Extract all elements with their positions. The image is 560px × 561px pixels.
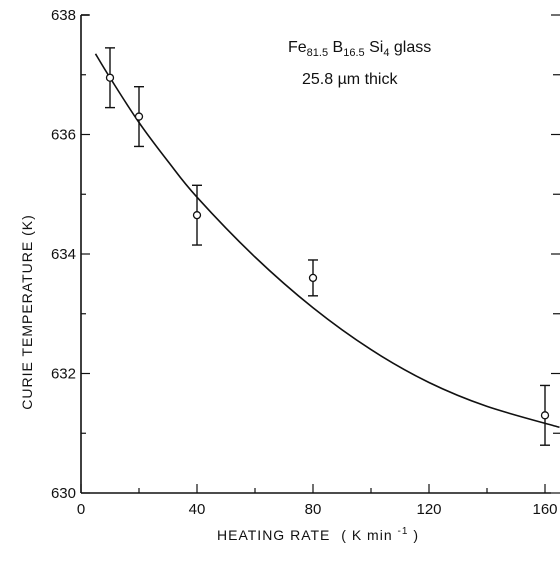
data-point: [540, 411, 550, 420]
x-tick-label: 160: [532, 501, 557, 518]
data-point: [192, 211, 202, 220]
y-tick-label: 634: [51, 246, 76, 263]
data-point: [134, 112, 144, 121]
x-tick-label: 80: [305, 501, 322, 518]
x-axis-title-unit: ( K min: [341, 527, 392, 543]
y-tick-label: 632: [51, 366, 76, 383]
x-axis-title-main: HEATING RATE: [217, 527, 330, 543]
x-tick-label: 0: [77, 501, 85, 518]
x-axis-title-unit-close: ): [413, 527, 419, 543]
tick-labels: 0 40 80 120 160 630 632 634 636 638: [51, 7, 558, 518]
x-axis-title: HEATING RATE ( K min -1 ): [217, 521, 419, 543]
annotation-thickness: 25.8 µm thick: [302, 71, 398, 88]
y-tick-label: 638: [51, 7, 76, 24]
x-tick-label: 40: [189, 501, 206, 518]
error-bars: [105, 47, 550, 446]
y-tick-label: 630: [51, 485, 76, 502]
y-axis-title: CURIE TEMPERATURE (K): [19, 214, 35, 410]
x-axis-title-unit-sup: -1: [398, 526, 409, 537]
data-point: [105, 73, 115, 82]
y-tick-label: 636: [51, 127, 76, 144]
data-point: [308, 273, 318, 283]
data-points: [105, 73, 550, 420]
ticks: [80, 14, 560, 494]
annotation-composition: Fe81.5 B16.5 Si4 glass: [288, 39, 431, 59]
x-tick-label: 120: [416, 501, 441, 518]
fit-curve: [94, 53, 560, 429]
